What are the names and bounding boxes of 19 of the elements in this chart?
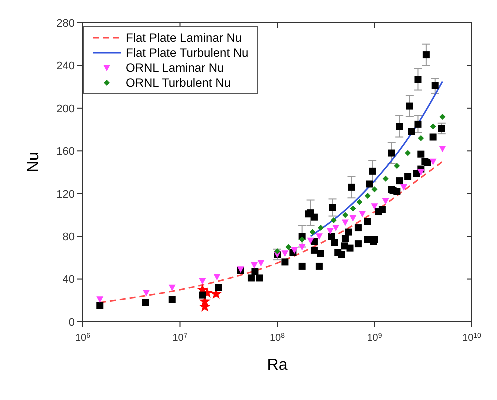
legend-label: ORNL Turbulent Nu (126, 76, 231, 90)
y-tick-label: 160 (56, 146, 75, 158)
y-tick-label: 80 (62, 231, 75, 244)
legend-label: ORNL Laminar Nu (126, 60, 224, 74)
y-tick-label: 280 (56, 18, 75, 30)
y-tick-label: 240 (56, 60, 75, 73)
y-tick-label: 0 (68, 316, 75, 329)
y-tick-label: 120 (56, 188, 75, 201)
legend-label: Flat Plate Laminar Nu (126, 30, 242, 44)
y-tick-label: 200 (56, 103, 75, 116)
y-tick-label: 40 (62, 274, 75, 286)
x-tick-label: 10$^{10}$ (462, 332, 482, 344)
y-axis-title: Nu (26, 152, 43, 172)
x-tick-label: 10$^{9}$ (367, 332, 382, 344)
x-tick-label: 10$^{8}$ (270, 332, 286, 344)
legend-label: Flat Plate Turbulent Nu (126, 46, 249, 60)
x-tick-label: 10$^{7}$ (172, 332, 188, 344)
x-tick-label: 10$^{6}$ (75, 332, 91, 344)
x-axis-title: Ra (267, 357, 288, 374)
